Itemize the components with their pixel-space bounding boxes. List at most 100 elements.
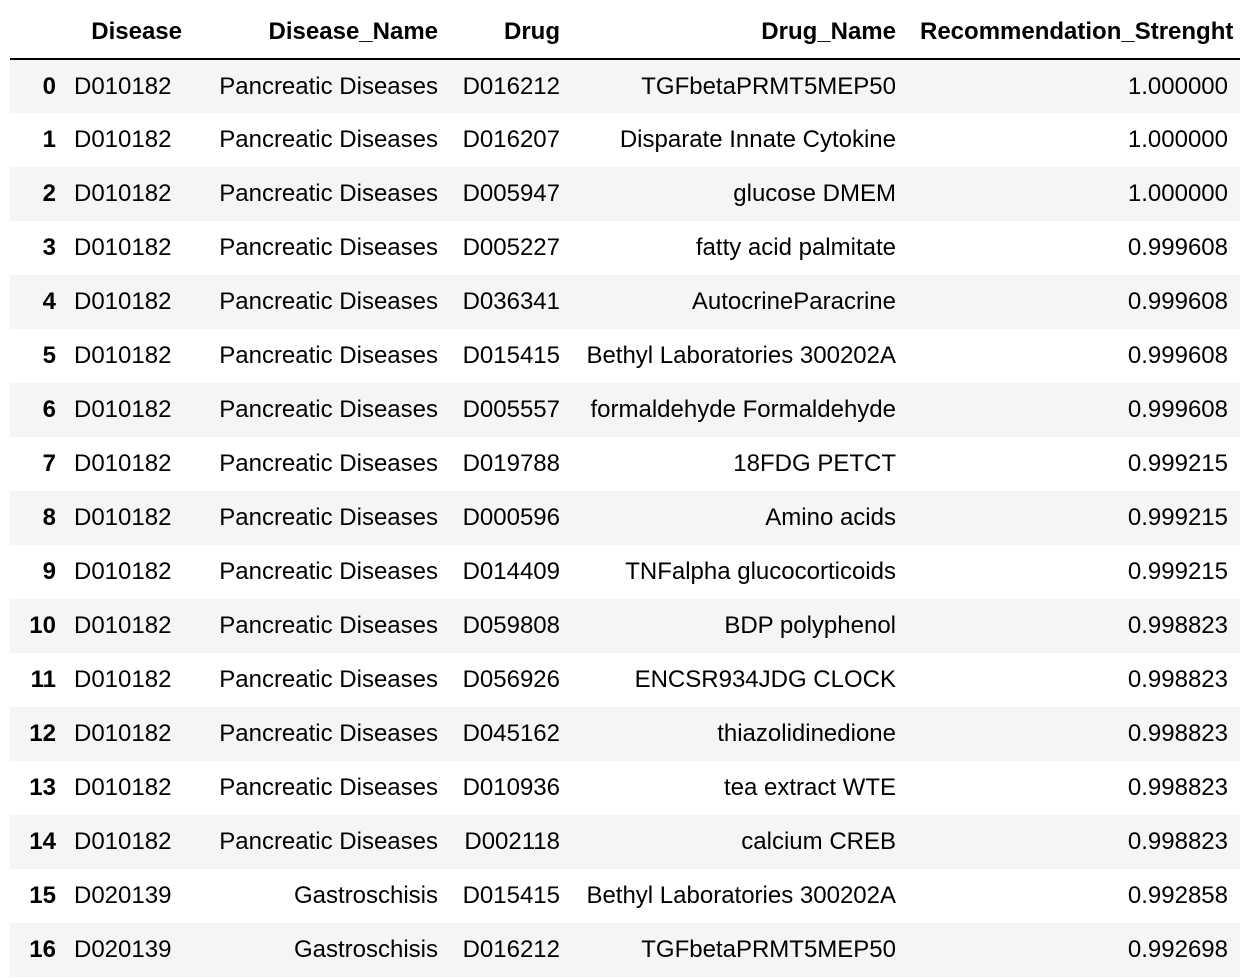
cell-disease-name: Pancreatic Diseases (219, 288, 438, 315)
table-row: 5 D010182 Pancreatic Diseases D015415 Bethyl… (10, 329, 1240, 383)
row-index: 7 (42, 450, 56, 477)
cell-disease: D010182 (74, 504, 172, 531)
cell-disease: D010182 (74, 558, 172, 585)
row-index: 8 (42, 504, 56, 531)
cell-drug-name: thiazolidinedione (717, 720, 896, 747)
header-recommendation-strength: Recommendation_Strenght (908, 6, 1240, 60)
table-row: 8 D010182 Pancreatic Diseases D000596 Amino … (10, 491, 1240, 545)
table-row: 1 D010182 Pancreatic Diseases D016207 Dispar… (10, 113, 1240, 167)
cell-recommendation-strength: 0.999215 (1127, 504, 1228, 531)
cell-drug: D010936 (462, 774, 560, 801)
cell-drug-name: TNFalpha glucocorticoids (625, 558, 896, 585)
table-row: 9 D010182 Pancreatic Diseases D014409 TNFalp… (10, 545, 1240, 599)
cell-drug-name: Bethyl Laboratories 300202A (586, 882, 896, 909)
cell-recommendation-strength: 0.999608 (1127, 234, 1228, 261)
cell-drug: D016212 (462, 936, 560, 963)
cell-disease-name: Pancreatic Diseases (219, 720, 438, 747)
cell-drug-name: Bethyl Laboratories 300202A (586, 342, 896, 369)
cell-disease: D020139 (74, 936, 172, 963)
cell-disease: D010182 (74, 720, 172, 747)
cell-recommendation-strength: 1.000000 (1127, 72, 1228, 100)
table-row: 7 D010182 Pancreatic Diseases D019788 18FDG … (10, 437, 1240, 491)
table-row: 12 D010182 Pancreatic Diseases D045162 thiaz… (10, 707, 1240, 761)
cell-drug: D016212 (462, 72, 560, 100)
cell-disease-name: Pancreatic Diseases (219, 234, 438, 261)
header-drug-name: Drug_Name (572, 6, 908, 60)
cell-drug: D014409 (462, 558, 560, 585)
cell-recommendation-strength: 0.999608 (1127, 288, 1228, 315)
cell-disease-name: Pancreatic Diseases (219, 180, 438, 207)
header-row: Disease Disease_Name Drug Drug_Name Reco… (10, 6, 1240, 60)
row-index: 14 (29, 828, 56, 855)
cell-drug: D036341 (462, 288, 560, 315)
dataframe-output: Disease Disease_Name Drug Drug_Name Reco… (10, 6, 1240, 977)
row-index: 0 (42, 72, 56, 100)
cell-disease: D010182 (74, 342, 172, 369)
table-row: 10 D010182 Pancreatic Diseases D059808 BDP p… (10, 599, 1240, 653)
cell-disease: D010182 (74, 180, 172, 207)
cell-drug: D059808 (462, 612, 560, 639)
cell-recommendation-strength: 0.999215 (1127, 558, 1228, 585)
cell-drug-name: ENCSR934JDG CLOCK (634, 666, 896, 693)
cell-drug: D005227 (462, 234, 560, 261)
table-row: 0 D010182 Pancreatic Diseases D016212 TGFbet… (10, 59, 1240, 113)
header-index (10, 6, 62, 60)
table-body: 0 D010182 Pancreatic Diseases D016212 TGFbet… (10, 59, 1240, 977)
row-index: 13 (29, 774, 56, 801)
header-disease-name: Disease_Name (194, 6, 450, 60)
cell-recommendation-strength: 0.998823 (1127, 828, 1228, 855)
cell-drug-name: TGFbetaPRMT5MEP50 (641, 936, 896, 963)
cell-drug: D045162 (462, 720, 560, 747)
cell-disease-name: Pancreatic Diseases (219, 612, 438, 639)
cell-recommendation-strength: 0.998823 (1127, 666, 1228, 693)
cell-drug-name: formaldehyde Formaldehyde (590, 396, 897, 423)
row-index: 3 (42, 234, 56, 261)
cell-drug: D002118 (464, 828, 560, 855)
row-index: 1 (42, 126, 56, 153)
cell-disease: D010182 (74, 126, 172, 153)
cell-drug-name: Disparate Innate Cytokine (619, 126, 896, 153)
cell-drug-name: tea extract WTE (723, 774, 896, 801)
row-index: 4 (42, 288, 56, 315)
cell-recommendation-strength: 0.992698 (1127, 936, 1228, 963)
header-disease: Disease (62, 6, 194, 60)
row-index: 12 (29, 720, 56, 747)
cell-disease-name: Pancreatic Diseases (219, 450, 438, 477)
cell-recommendation-strength: 0.999608 (1127, 396, 1228, 423)
cell-recommendation-strength: 1.000000 (1127, 126, 1228, 153)
row-index: 6 (42, 396, 56, 423)
cell-drug-name: TGFbetaPRMT5MEP50 (641, 72, 896, 100)
cell-disease-name: Pancreatic Diseases (219, 774, 438, 801)
cell-recommendation-strength: 0.999215 (1127, 450, 1228, 477)
cell-disease-name: Pancreatic Diseases (219, 828, 438, 855)
cell-disease: D010182 (74, 450, 172, 477)
dataframe-table: Disease Disease_Name Drug Drug_Name Reco… (10, 6, 1240, 977)
cell-drug-name: BDP polyphenol (724, 612, 896, 639)
cell-drug: D016207 (462, 126, 560, 153)
cell-drug: D015415 (462, 342, 560, 369)
cell-disease: D020139 (74, 882, 172, 909)
cell-disease-name: Gastroschisis (293, 936, 438, 963)
row-index: 15 (29, 882, 56, 909)
cell-disease-name: Pancreatic Diseases (219, 72, 438, 100)
cell-disease: D010182 (74, 288, 172, 315)
cell-drug: D056926 (462, 666, 560, 693)
cell-drug-name: glucose DMEM (733, 180, 896, 207)
cell-drug-name: AutocrineParacrine (691, 288, 896, 315)
cell-disease: D010182 (74, 612, 172, 639)
row-index: 11 (30, 666, 56, 693)
cell-recommendation-strength: 1.000000 (1127, 180, 1228, 207)
cell-recommendation-strength: 0.998823 (1127, 774, 1228, 801)
cell-drug: D005947 (462, 180, 560, 207)
cell-disease-name: Pancreatic Diseases (219, 504, 438, 531)
row-index: 2 (42, 180, 56, 207)
cell-disease-name: Pancreatic Diseases (219, 342, 438, 369)
header-drug: Drug (450, 6, 572, 60)
cell-disease-name: Pancreatic Diseases (219, 396, 438, 423)
cell-disease: D010182 (74, 774, 172, 801)
row-index: 10 (29, 612, 56, 639)
table-row: 11 D010182 Pancreatic Diseases D056926 ENCSR… (10, 653, 1240, 707)
table-row: 15 D020139 Gastroschisis D015415 Bethyl Labo… (10, 869, 1240, 923)
table-row: 4 D010182 Pancreatic Diseases D036341 Autocr… (10, 275, 1240, 329)
cell-disease: D010182 (74, 666, 172, 693)
